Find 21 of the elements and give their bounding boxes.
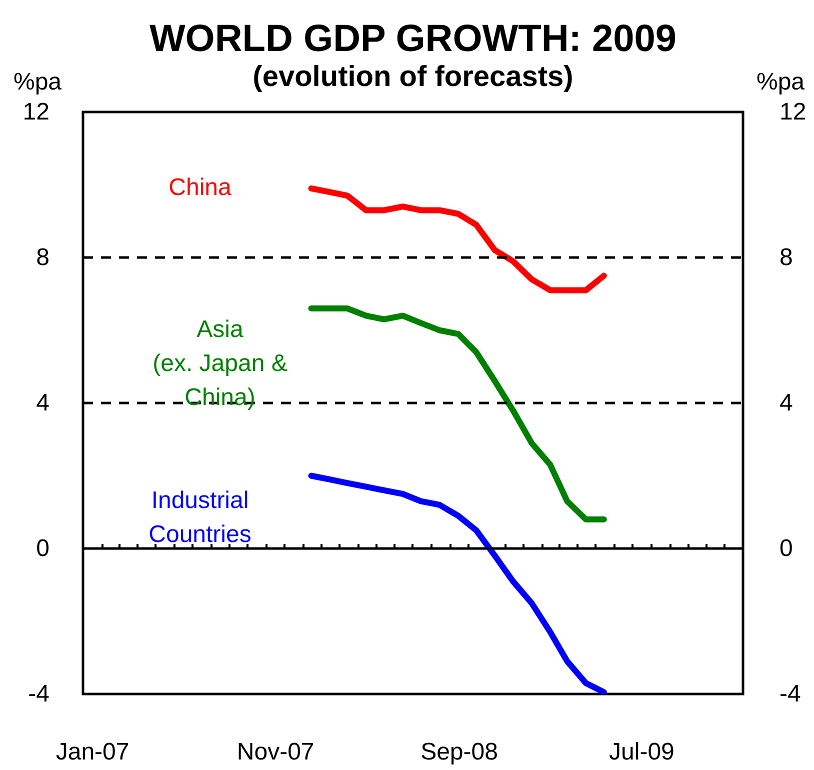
y-tick-label: 8 — [36, 244, 50, 271]
series-label: Asia (ex. Japan & China) — [152, 316, 288, 411]
chart-title: WORLD GDP GROWTH: 2009 — [149, 18, 677, 60]
y-tick-label: 0 — [36, 535, 50, 562]
y2-tick-label: 12 — [780, 98, 806, 126]
y-tick-label: -4 — [28, 680, 50, 708]
y-axis-title: %pa — [13, 68, 62, 96]
y2-tick-label: -4 — [780, 680, 801, 708]
y2-tick-label: 0 — [780, 535, 793, 562]
y-tick-label: 12 — [22, 98, 50, 126]
text: Industrial Countries — [148, 487, 252, 548]
x-tick-label: Sep-08 — [420, 738, 498, 766]
y2-axis-title: %pa — [756, 68, 806, 96]
chart-subtitle: (evolution of forecasts) — [252, 61, 574, 93]
x-tick-label: Jan-07 — [56, 738, 130, 766]
x-tick-label: Nov-07 — [236, 738, 314, 766]
x-tick-label: Jul-09 — [609, 738, 674, 766]
y2-tick-label: 4 — [780, 390, 793, 416]
text: China — [168, 174, 232, 201]
y2-tick-label: 8 — [780, 244, 793, 271]
y-tick-label: 4 — [36, 390, 50, 416]
